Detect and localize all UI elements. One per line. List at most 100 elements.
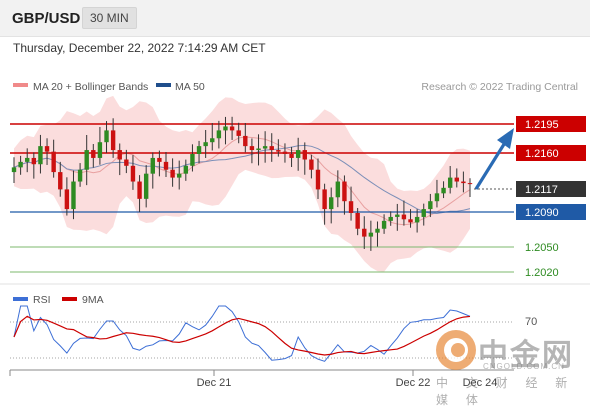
candle-body — [381, 220, 387, 229]
bollinger-band — [14, 95, 470, 272]
level-label-1: 1.2195 — [525, 119, 559, 131]
level-label-4: 1.2090 — [525, 207, 559, 219]
candle-body — [150, 157, 155, 174]
level-label-2: 1.2160 — [525, 148, 559, 160]
candle-body — [289, 154, 294, 158]
candle-body — [210, 138, 215, 143]
candle-body — [454, 177, 459, 182]
candle-body — [249, 146, 255, 151]
candle-body — [276, 150, 281, 152]
candle-body — [355, 213, 360, 229]
legend-rsi-label: RSI — [33, 294, 51, 306]
candle-body — [335, 181, 341, 198]
candle-body — [342, 181, 347, 202]
candle-body — [229, 126, 235, 131]
level-label-bg-2 — [516, 145, 586, 161]
candle-body — [177, 173, 182, 178]
candle-body — [441, 187, 446, 194]
watermark-url: CNGOLD.COM.CN — [483, 362, 565, 371]
candle-body — [124, 159, 129, 166]
candle-body — [71, 181, 76, 210]
candle-body — [190, 154, 195, 166]
candle-body — [31, 157, 37, 165]
candle-body — [11, 167, 17, 173]
rsi-line — [13, 305, 471, 362]
projection-arrow — [474, 140, 508, 190]
symbol-title: GBP/USD — [12, 10, 81, 27]
candle-body — [170, 169, 175, 178]
candle-body — [302, 150, 307, 160]
candle-body — [84, 150, 89, 170]
legend-ma50-label: MA 50 — [175, 81, 205, 93]
candle-body — [157, 157, 162, 162]
candle-body — [269, 146, 274, 151]
candle-body — [64, 189, 70, 210]
candle-body — [309, 159, 314, 170]
chart-datetime: Thursday, December 22, 2022 7:14:29 AM C… — [13, 41, 266, 55]
rsi-level-70-label: 70 — [525, 316, 537, 328]
candle-body — [223, 126, 228, 131]
x-label-dec22: Dec 22 — [396, 377, 431, 389]
candle-body — [375, 228, 380, 233]
candle-body — [110, 130, 116, 151]
legend-9ma-swatch — [62, 297, 77, 301]
candle-body — [282, 151, 288, 154]
level-label-bg-3 — [516, 181, 586, 197]
level-label-6: 1.2020 — [525, 267, 559, 279]
candle-body — [117, 150, 122, 160]
legend-ma50-swatch — [156, 83, 171, 87]
watermark-logo-icon — [436, 330, 476, 370]
candle-body — [401, 214, 407, 220]
candle-body — [196, 146, 202, 154]
candle-body — [461, 181, 466, 184]
legend-bollinger-swatch — [13, 83, 28, 87]
x-label-dec24: Dec 24 — [463, 377, 498, 389]
candle-body — [262, 146, 268, 149]
candle-body — [295, 150, 301, 158]
bollinger-ma20-line — [13, 136, 471, 226]
candlestick-series — [11, 116, 473, 251]
candle-body — [77, 169, 83, 182]
level-label-5: 1.2050 — [525, 242, 559, 254]
legend-9ma-label: 9MA — [82, 294, 104, 306]
candle-body — [447, 177, 453, 188]
candle-body — [97, 142, 103, 158]
level-label-bg-4 — [516, 204, 586, 220]
watermark-sub: 中 文 财 经 新 媒 体 — [436, 376, 575, 407]
ma50-line — [13, 144, 471, 215]
candle-body — [183, 165, 189, 174]
candle-body — [408, 219, 413, 223]
candle-body — [163, 161, 169, 170]
candle-body — [368, 232, 374, 237]
legend-rsi-swatch — [13, 297, 28, 301]
candle-body — [216, 130, 222, 139]
candle-body — [388, 216, 393, 221]
header-bar: GBP/USD 30 MIN — [0, 0, 590, 37]
copyright-text: Research © 2022 Trading Central — [421, 81, 578, 93]
candle-body — [44, 146, 50, 152]
candle-body — [362, 228, 367, 237]
candle-body — [256, 148, 261, 151]
candle-body — [322, 189, 327, 210]
candle-body — [348, 201, 354, 213]
candle-body — [329, 197, 334, 210]
candle-body — [130, 165, 136, 182]
candle-body — [315, 169, 321, 190]
candle-body — [395, 214, 400, 217]
candle-body — [18, 161, 23, 168]
projection-arrow-head — [497, 128, 514, 149]
rsi-9ma-line — [13, 315, 471, 356]
candle-body — [467, 183, 473, 185]
candle-body — [243, 135, 248, 147]
candle-body — [143, 173, 149, 199]
candle-body — [25, 157, 30, 162]
candle-body — [421, 209, 426, 217]
candle-body — [434, 193, 440, 202]
x-label-dec21: Dec 21 — [197, 377, 232, 389]
level-label-3: 1.2117 — [525, 184, 558, 196]
candle-body — [428, 201, 433, 210]
legend-bollinger-label: MA 20 + Bollinger Bands — [33, 81, 148, 93]
timeframe-badge[interactable]: 30 MIN — [82, 7, 137, 29]
candle-body — [104, 130, 109, 143]
